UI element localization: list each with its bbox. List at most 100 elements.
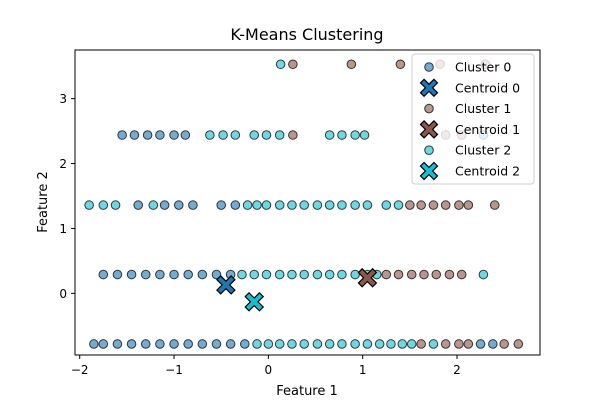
cluster-2-point [263, 339, 274, 349]
cluster-1-point [444, 269, 455, 280]
cluster-0-point [98, 269, 109, 280]
cluster-2-point [393, 200, 404, 210]
cluster-2-point [274, 269, 285, 280]
cluster-2-point [98, 200, 109, 210]
legend-cluster-marker [424, 103, 434, 114]
cluster-1-point [395, 59, 406, 70]
legend: Cluster 0 Centroid 0 Cluster 1 Centroid 1 Cl… [411, 53, 535, 185]
cluster-0-point [112, 269, 123, 280]
cluster-2-point [362, 339, 373, 349]
cluster-1-point [346, 59, 357, 70]
cluster-1-point [405, 200, 415, 210]
cluster-2-point [274, 200, 285, 210]
cluster-1-point [463, 339, 474, 349]
cluster-1-point [381, 269, 392, 280]
cluster-2-point [381, 200, 392, 210]
cluster-0-point [488, 339, 498, 349]
legend-centroid-marker [419, 161, 439, 181]
cluster-0-point [225, 339, 236, 349]
cluster-0-point [183, 339, 193, 349]
cluster-1-point [440, 339, 451, 349]
cluster-2-point [237, 269, 247, 280]
legend-centroid-marker [419, 120, 439, 139]
cluster-2-point [261, 200, 272, 210]
cluster-0-point [159, 200, 170, 210]
cluster-2-point [350, 339, 360, 349]
cluster-2-point [249, 269, 260, 280]
x-axis-label: Feature 1 [276, 384, 338, 399]
cluster-2-point [261, 130, 272, 140]
cluster-0-point [216, 200, 226, 210]
cluster-2-point [350, 130, 360, 140]
cluster-0-point [169, 130, 179, 140]
cluster-2-point [252, 339, 262, 349]
cluster-2-point [312, 200, 323, 210]
centroid-0-marker [216, 275, 236, 295]
legend-label: Centroid 1 [455, 122, 520, 137]
cluster-2-point [324, 269, 335, 280]
cluster-2-point [287, 339, 297, 349]
cluster-2-point [312, 339, 323, 349]
cluster-1-point [454, 200, 464, 210]
cluster-0-point [142, 130, 153, 140]
cluster-2-point [312, 269, 323, 280]
legend-label: Cluster 2 [455, 143, 511, 158]
cluster-2-point [350, 200, 360, 210]
centroid-1-marker [357, 267, 378, 288]
cluster-2-point [230, 130, 241, 140]
cluster-2-point [324, 200, 335, 210]
cluster-1-point [431, 269, 442, 280]
cluster-0-point [89, 339, 99, 349]
cluster-2-point [299, 269, 309, 280]
chart-title: K-Means Clustering [230, 25, 383, 44]
cluster-0-point [180, 130, 191, 140]
cluster-0-point [211, 269, 222, 280]
y-axis-label: Feature 2 [36, 171, 51, 233]
cluster-2-point [84, 200, 94, 210]
cluster-2-point [249, 130, 260, 140]
cluster-2-point [274, 339, 285, 349]
cluster-1-point [454, 339, 464, 349]
cluster-2-point [428, 339, 439, 349]
cluster-0-point [112, 339, 123, 349]
centroid-2-marker [244, 291, 265, 312]
cluster-0-point [169, 269, 179, 280]
cluster-1-point [416, 339, 426, 349]
cluster-0-point [155, 269, 165, 280]
legend-cluster-marker [424, 145, 434, 155]
x-tick-label: 0 [265, 363, 273, 377]
y-tick-label: 0 [59, 287, 67, 301]
cluster-0-point [211, 339, 222, 349]
cluster-2-point [324, 130, 335, 140]
cluster-0-point [155, 130, 165, 140]
cluster-2-point [350, 269, 360, 280]
cluster-2-point [337, 200, 347, 210]
cluster-0-point [126, 339, 137, 349]
cluster-2-point [242, 200, 253, 210]
y-tick-label: 1 [59, 222, 67, 236]
legend-centroid-marker [419, 78, 439, 98]
legend-label: Centroid 2 [455, 164, 520, 179]
cluster-2-point [261, 269, 272, 280]
cluster-2-point [218, 130, 228, 140]
cluster-1-point [489, 200, 500, 210]
cluster-0-point [140, 269, 151, 280]
legend-cluster-marker [424, 62, 434, 72]
cluster-1-point [393, 269, 404, 280]
cluster-1-point [499, 339, 509, 349]
cluster-2-point [406, 339, 417, 349]
cluster-2-point [397, 339, 408, 349]
cluster-2-point [362, 200, 373, 210]
cluster-2-point [299, 200, 309, 210]
axis-ticks: −2 −1 0 1 2 0 1 2 3 [59, 92, 460, 377]
cluster-2-point [337, 269, 347, 280]
cluster-0-point [188, 200, 198, 210]
cluster-2-point [287, 200, 297, 210]
cluster-0-point [197, 269, 208, 280]
cluster-2-point [275, 59, 286, 70]
cluster-0-point [133, 200, 143, 210]
cluster-1-point [419, 269, 429, 280]
cluster-2-point [287, 269, 297, 280]
cluster-1-point [288, 130, 298, 140]
plot-area [84, 59, 524, 349]
